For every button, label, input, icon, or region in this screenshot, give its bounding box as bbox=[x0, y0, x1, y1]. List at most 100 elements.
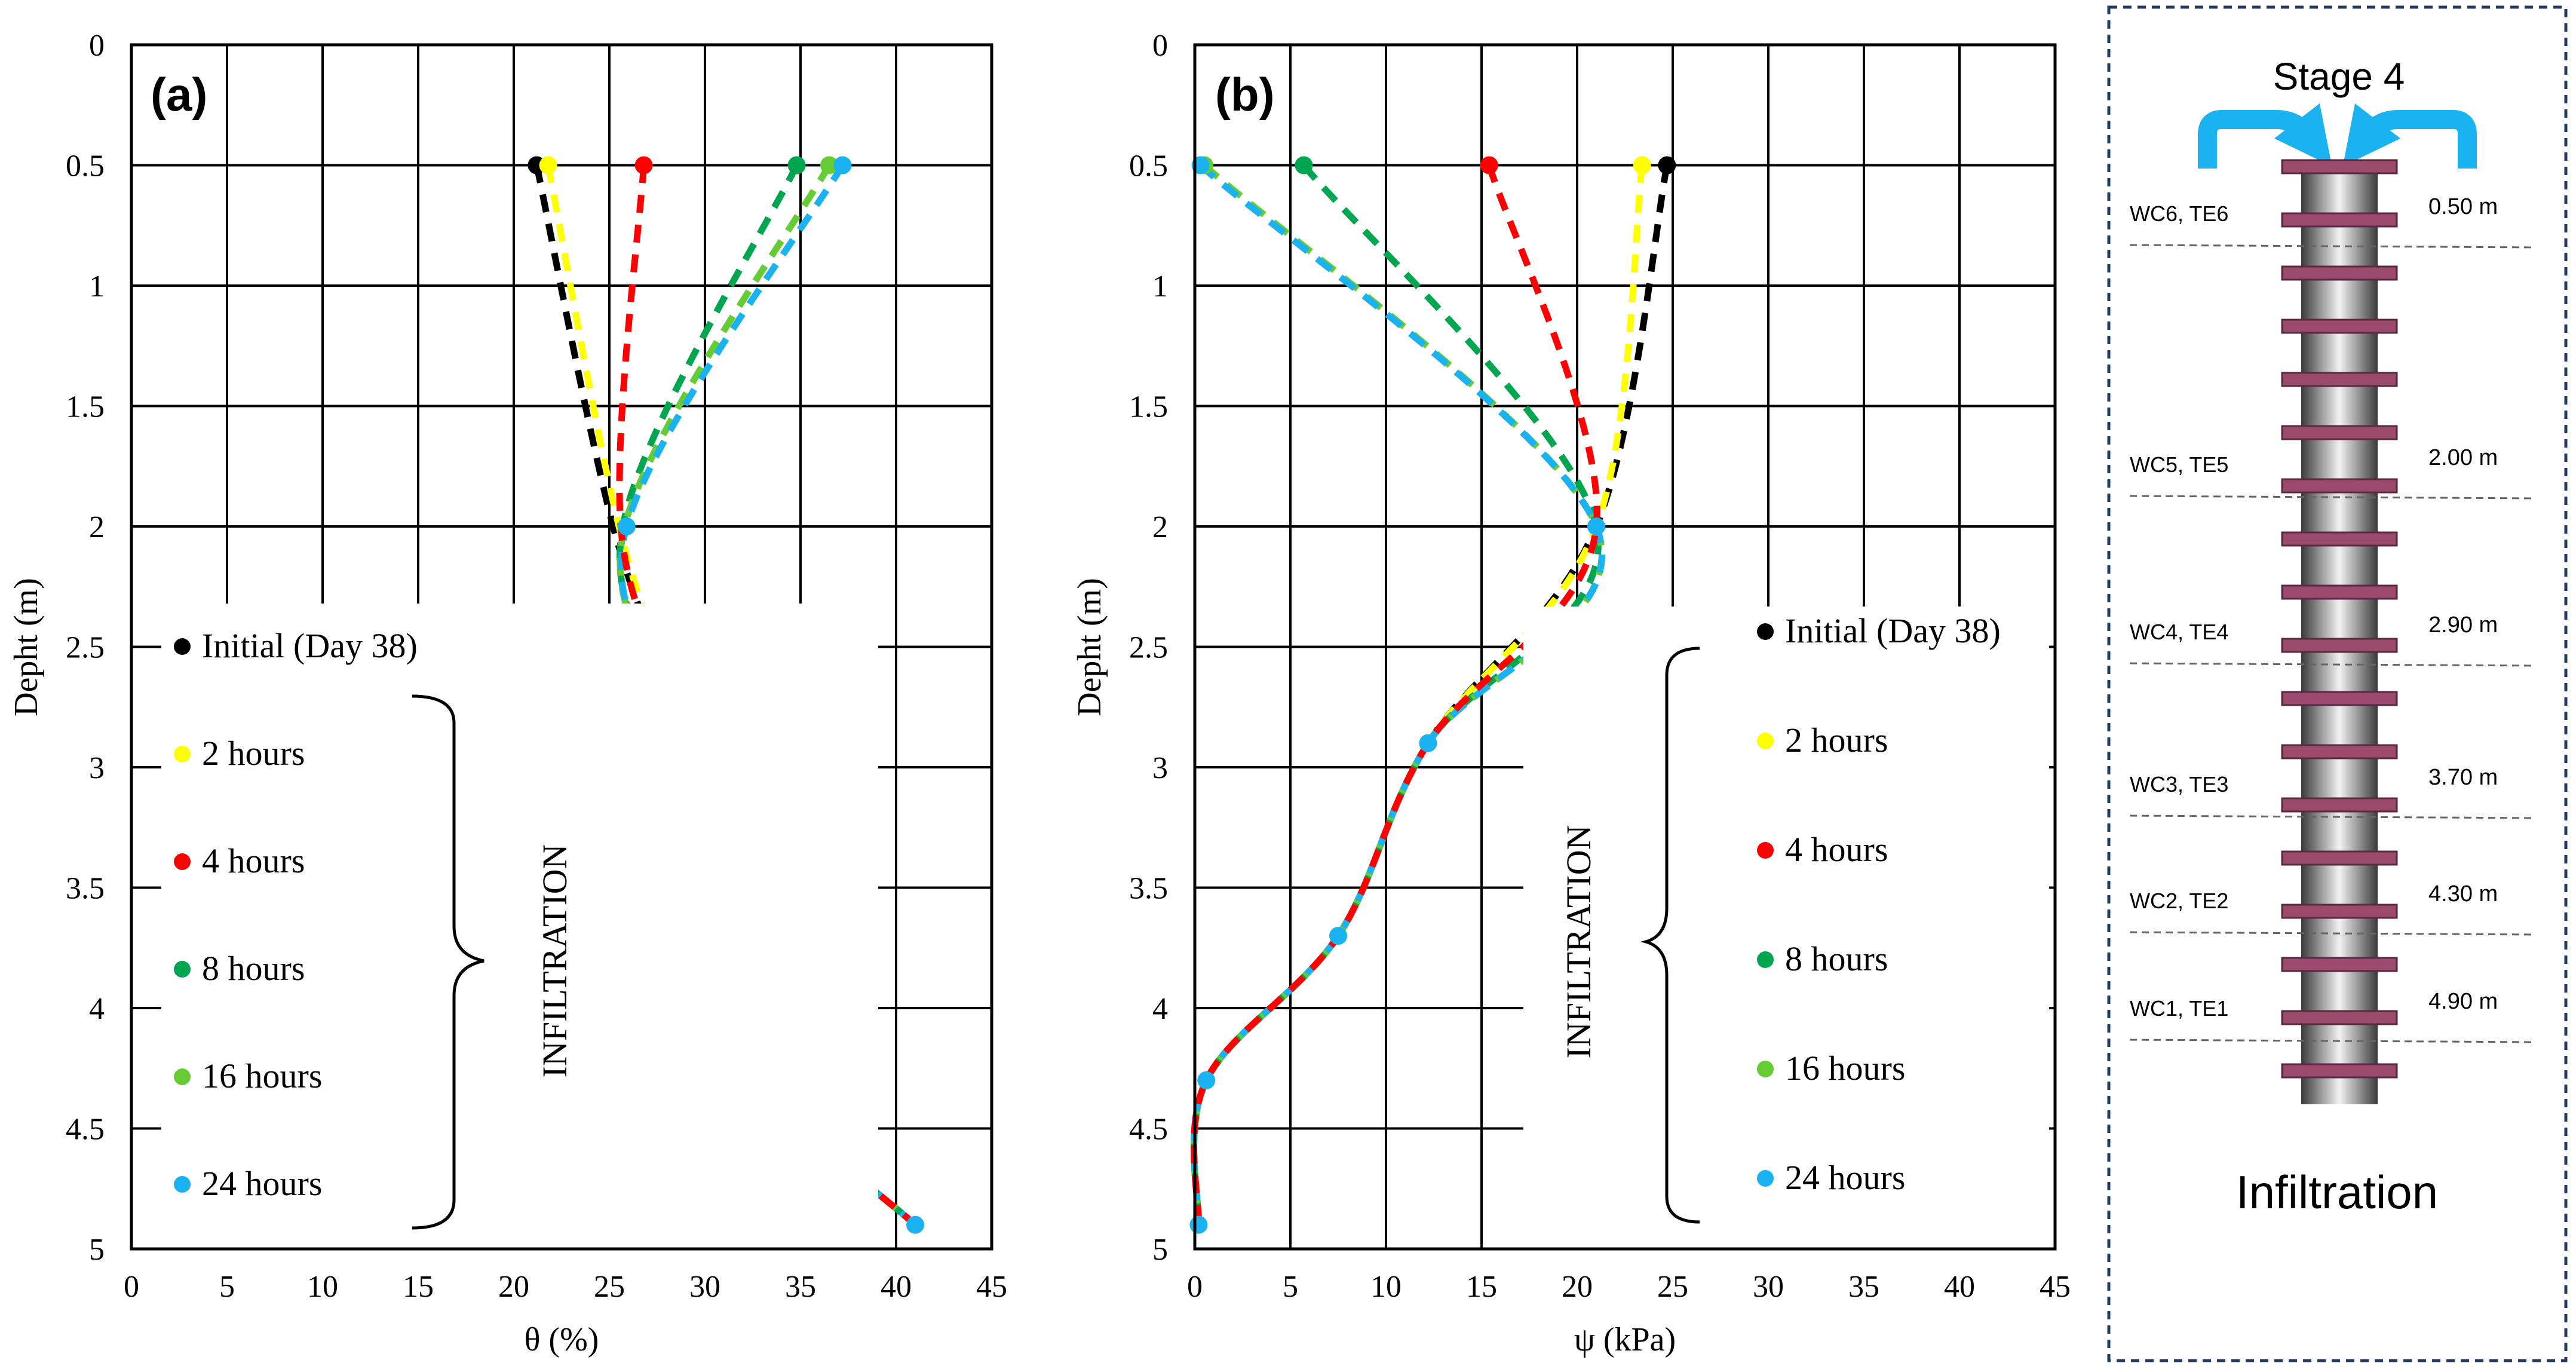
legend-marker bbox=[174, 961, 191, 978]
pipe-ring bbox=[2281, 638, 2398, 653]
x-tick-label: 15 bbox=[1466, 1270, 1497, 1304]
pipe-ring bbox=[2281, 797, 2398, 813]
x-tick-label: 35 bbox=[1848, 1270, 1879, 1304]
y-tick-label: 5 bbox=[89, 1233, 105, 1267]
right-flow-arrow bbox=[2342, 103, 2477, 169]
chart-a-frame bbox=[130, 43, 993, 1251]
pipe-ring bbox=[2281, 1010, 2398, 1025]
pipe-body bbox=[2301, 160, 2378, 1104]
sensor-depth-line bbox=[2129, 662, 2537, 667]
diagram-caption: Infiltration bbox=[2236, 1166, 2438, 1218]
pipe-rings bbox=[2281, 159, 2398, 1079]
sensor-label: WC6, TE6 bbox=[2130, 201, 2228, 226]
sensor-depth-line bbox=[2129, 1039, 2537, 1043]
x-tick-label: 30 bbox=[1753, 1270, 1784, 1304]
pipe-ring bbox=[2281, 425, 2398, 440]
sensor-depth: 2.90 m bbox=[2428, 612, 2498, 638]
pipe-ring bbox=[2281, 265, 2398, 281]
pipe-ring bbox=[2281, 318, 2398, 334]
pipe-ring bbox=[2281, 1063, 2398, 1079]
y-tick-label: 1 bbox=[1152, 269, 1168, 304]
pipe-ring bbox=[2281, 372, 2398, 387]
data-point bbox=[617, 517, 636, 535]
pipe-ring bbox=[2281, 478, 2398, 494]
y-tick-label: 2 bbox=[1152, 510, 1168, 544]
pipe-ring bbox=[2281, 904, 2398, 919]
sensor-label: WC2, TE2 bbox=[2130, 889, 2228, 913]
y-tick-label: 0.5 bbox=[1129, 149, 1168, 183]
y-tick-label: 1.5 bbox=[1129, 390, 1168, 424]
chart-a: 0 5 10 15 20 25 30 35 40 4500.511.522.533.544.55 … bbox=[8, 29, 1007, 1358]
chart-b-frame bbox=[1193, 43, 2057, 1251]
data-point bbox=[820, 156, 838, 174]
legend-label: 16 hours bbox=[1785, 1049, 1905, 1088]
x-tick-label: 30 bbox=[689, 1270, 720, 1304]
x-tick-label: 15 bbox=[403, 1270, 434, 1304]
data-point bbox=[1419, 734, 1437, 752]
chart-a-panel-label: (a) bbox=[151, 68, 207, 121]
x-tick-label: 40 bbox=[1944, 1270, 1975, 1304]
x-tick-label: 20 bbox=[1562, 1270, 1593, 1304]
sensor-label: WC4, TE4 bbox=[2130, 620, 2228, 644]
chart-b: 0 5 10 15 20 25 30 35 40 4500.511.522.533.544.55 … bbox=[1071, 29, 2071, 1358]
data-point bbox=[1633, 156, 1651, 174]
chart-b-x-axis-title: ψ (kPa) bbox=[1574, 1321, 1676, 1358]
y-tick-label: 3 bbox=[89, 751, 105, 785]
y-tick-label: 0 bbox=[1152, 29, 1168, 63]
y-tick-label: 2 bbox=[89, 510, 105, 544]
pipe-ring bbox=[2281, 159, 2398, 174]
x-tick-label: 5 bbox=[219, 1270, 235, 1304]
data-point bbox=[1587, 517, 1605, 535]
legend-label: 2 hours bbox=[1785, 721, 1888, 759]
x-tick-label: 40 bbox=[881, 1270, 912, 1304]
x-tick-label: 0 bbox=[124, 1270, 139, 1304]
diagram-border bbox=[2107, 5, 2568, 1362]
sensor-depth-line bbox=[2129, 495, 2537, 500]
sensor-depth: 0.50 m bbox=[2428, 194, 2498, 219]
sensor-depth: 3.70 m bbox=[2428, 765, 2498, 790]
series-line-8-hours bbox=[1191, 163, 1602, 1225]
x-tick-label: 20 bbox=[498, 1270, 529, 1304]
x-tick-label: 35 bbox=[785, 1270, 816, 1304]
y-tick-label: 1.5 bbox=[66, 390, 105, 424]
y-tick-label: 4 bbox=[89, 992, 105, 1026]
legend-marker bbox=[1757, 733, 1774, 749]
stage-title: Stage 4 bbox=[2273, 55, 2405, 98]
x-tick-label: 5 bbox=[1283, 1270, 1298, 1304]
x-tick-label: 45 bbox=[2040, 1270, 2071, 1304]
legend-label: 4 hours bbox=[202, 841, 305, 880]
series-line-4-hours bbox=[1191, 164, 1600, 1225]
chart-a-x-axis-title: θ (%) bbox=[525, 1321, 599, 1358]
data-point bbox=[634, 156, 653, 174]
y-tick-label: 1 bbox=[89, 269, 105, 304]
chart-a-bracket bbox=[412, 694, 484, 1230]
x-tick-label: 25 bbox=[594, 1270, 625, 1304]
legend-marker bbox=[1757, 951, 1774, 968]
legend-marker bbox=[1757, 842, 1774, 859]
pipe-ring bbox=[2281, 691, 2398, 706]
x-tick-label: 0 bbox=[1187, 1270, 1203, 1304]
legend-marker bbox=[174, 746, 191, 762]
pipe-ring bbox=[2281, 584, 2398, 600]
legend-label: 16 hours bbox=[202, 1056, 322, 1095]
data-point bbox=[906, 1215, 924, 1234]
legend-marker bbox=[174, 638, 191, 655]
sensor-depth-line bbox=[2129, 814, 2537, 819]
sensor-label: WC5, TE5 bbox=[2130, 452, 2228, 477]
legend-marker bbox=[174, 853, 191, 870]
legend-label: 4 hours bbox=[1785, 830, 1888, 869]
chart-b-panel-label: (b) bbox=[1215, 68, 1275, 121]
data-point bbox=[1189, 1215, 1208, 1234]
data-point bbox=[1295, 156, 1313, 174]
chart-b-infiltration-label: INFILTRATION bbox=[1559, 825, 1598, 1059]
y-tick-label: 2.5 bbox=[1129, 631, 1168, 665]
legend-marker bbox=[174, 1068, 191, 1085]
sensor-label: WC1, TE1 bbox=[2130, 996, 2228, 1021]
pipe-ring bbox=[2281, 957, 2398, 972]
sensor-depth-line bbox=[2129, 931, 2537, 936]
chart-a-y-axis-title: Depht (m) bbox=[8, 578, 45, 716]
y-tick-label: 3.5 bbox=[1129, 872, 1168, 906]
